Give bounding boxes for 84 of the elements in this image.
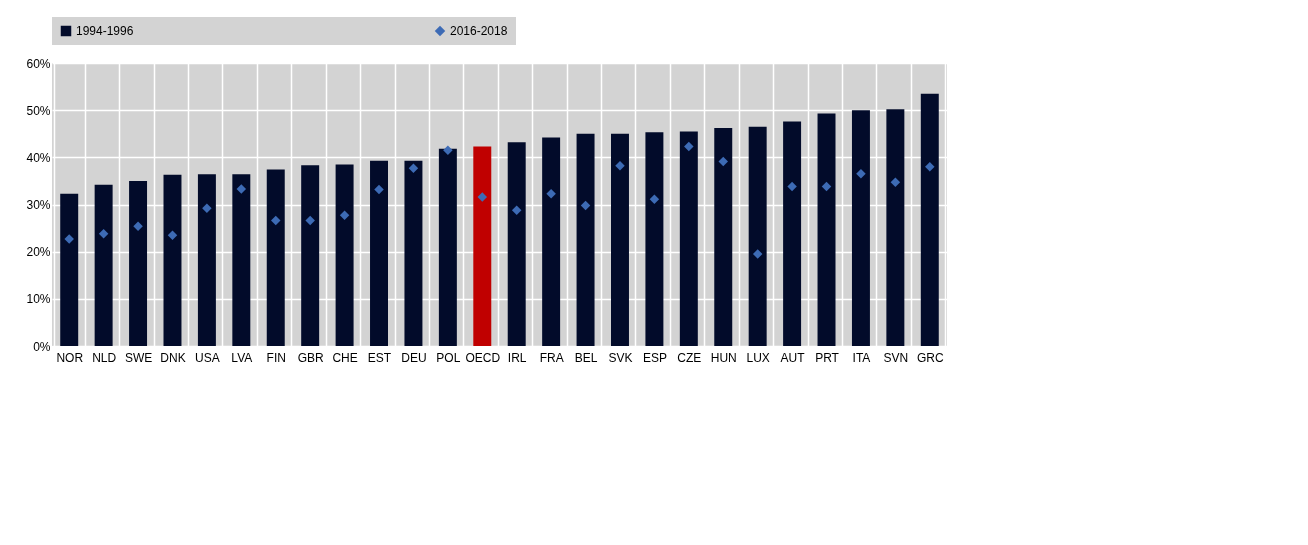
x-tick-label: GRC xyxy=(916,350,944,365)
point xyxy=(546,188,556,199)
point xyxy=(649,194,660,205)
x-tick-label: EST xyxy=(367,350,392,365)
x-tick-label: ITA xyxy=(852,350,871,365)
bar xyxy=(232,174,251,346)
x-tick-label: FRA xyxy=(539,350,564,365)
legend-label: 2016-2018 xyxy=(450,24,508,38)
x-tick-label: AUT xyxy=(780,350,806,365)
y-tick-label: 40% xyxy=(26,150,51,165)
point xyxy=(236,184,247,194)
point xyxy=(443,145,453,155)
point xyxy=(787,181,797,192)
y-tick-label: 10% xyxy=(26,292,51,307)
y-tick-label: 20% xyxy=(26,245,51,260)
x-tick-label: IRL xyxy=(507,350,527,365)
bar xyxy=(266,169,285,346)
bar xyxy=(920,93,939,346)
y-tick-label: 50% xyxy=(26,103,51,118)
y-tick-label: 30% xyxy=(26,198,51,212)
x-tick-label: USA xyxy=(195,350,220,365)
bar xyxy=(404,160,423,346)
bar xyxy=(851,110,870,346)
bar xyxy=(335,164,354,346)
y-tick-label: 0% xyxy=(33,339,51,354)
point xyxy=(202,203,212,214)
x-tick-label: DEU xyxy=(401,350,427,365)
point xyxy=(580,200,591,211)
point xyxy=(408,163,419,173)
bar xyxy=(507,142,526,346)
x-tick-label: CZE xyxy=(677,350,702,365)
bar xyxy=(886,109,905,346)
point xyxy=(477,192,488,202)
bar xyxy=(163,174,182,346)
x-tick-label: CHE xyxy=(332,350,358,365)
x-tick-label: BEL xyxy=(574,350,598,365)
bar xyxy=(542,137,561,346)
x-tick-label: FIN xyxy=(266,350,286,365)
x-tick-label: OECD xyxy=(465,350,501,365)
x-tick-label: GBR xyxy=(297,350,324,365)
bar xyxy=(611,133,629,346)
x-tick-label: PRT xyxy=(815,350,840,365)
point xyxy=(98,229,109,239)
point xyxy=(64,234,74,244)
bar xyxy=(645,132,664,346)
x-tick-label: POL xyxy=(436,350,461,365)
x-tick-label: SVK xyxy=(608,350,633,365)
x-tick-label: NLD xyxy=(92,350,117,365)
point xyxy=(925,162,935,172)
x-tick-label: DNK xyxy=(160,350,186,365)
x-tick-label: SWE xyxy=(124,350,153,365)
point xyxy=(374,184,384,195)
bar xyxy=(817,113,836,346)
bar xyxy=(60,193,79,346)
bar xyxy=(714,128,733,346)
bar xyxy=(438,148,457,346)
x-tick-label: LUX xyxy=(746,350,770,365)
bar xyxy=(129,180,148,346)
bar xyxy=(370,160,388,346)
point xyxy=(752,249,763,259)
point xyxy=(890,177,901,188)
x-tick-label: ESP xyxy=(642,350,667,365)
legend-label: 1994-1996 xyxy=(76,24,134,38)
bar xyxy=(301,165,320,346)
bar xyxy=(473,146,492,346)
point xyxy=(821,181,832,192)
bar xyxy=(576,133,595,346)
bar xyxy=(748,126,767,346)
point xyxy=(167,230,178,240)
bar xyxy=(197,174,216,346)
bar xyxy=(94,184,113,346)
y-tick-label: 60% xyxy=(26,56,51,71)
bar xyxy=(679,131,698,346)
point xyxy=(271,215,281,226)
point xyxy=(511,205,522,215)
x-tick-label: HUN xyxy=(710,350,737,365)
point xyxy=(684,141,694,152)
x-tick-label: SVN xyxy=(883,350,909,365)
x-tick-label: NOR xyxy=(56,350,84,365)
point xyxy=(718,156,728,167)
x-tick-label: LVA xyxy=(231,350,253,365)
bar xyxy=(783,121,802,346)
point xyxy=(339,210,350,221)
point xyxy=(305,215,315,226)
